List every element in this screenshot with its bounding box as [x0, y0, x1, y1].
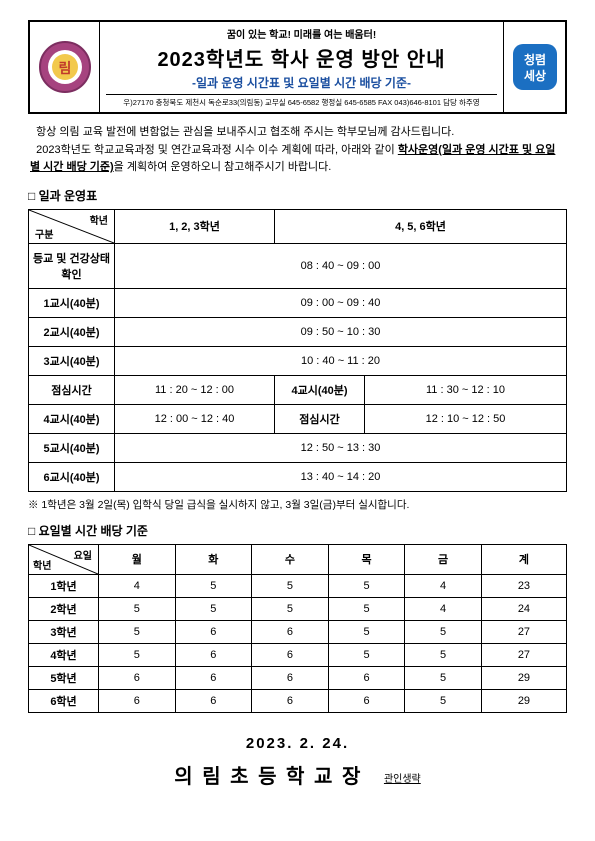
alloc-cell: 6: [328, 666, 405, 689]
alloc-cell: 6: [175, 620, 252, 643]
alloc-cell: 6: [252, 643, 329, 666]
allocation-table: 요일 학년 월 화 수 목 금 계 1학년45554232학년55554243학…: [28, 544, 567, 713]
row-label: 1교시(40분): [29, 288, 115, 317]
school-logo-left: 림: [30, 22, 100, 112]
alloc-cell: 6: [99, 689, 176, 712]
section2-title: □ 요일별 시간 배당 기준: [28, 522, 567, 539]
alloc-cell: 5: [328, 597, 405, 620]
alloc-cell: 5: [252, 574, 329, 597]
footer-sign: 의 림 초 등 학 교 장 관인생략: [28, 760, 567, 789]
alloc-head-diag: 요일 학년: [29, 544, 99, 574]
alloc-cell: 6: [252, 689, 329, 712]
stamp-omitted: 관인생략: [384, 774, 421, 785]
alloc-cell: 5: [405, 689, 482, 712]
row-label: 2교시(40분): [29, 317, 115, 346]
alloc-row-label: 6학년: [29, 689, 99, 712]
table-row: 1학년4555423: [29, 574, 567, 597]
schedule-col1: 1, 2, 3학년: [115, 209, 275, 243]
alloc-cell: 6: [175, 643, 252, 666]
alloc-cell: 27: [481, 643, 566, 666]
alloc-row-label: 5학년: [29, 666, 99, 689]
contact-line: 우)27170 충청북도 제천시 독순로33(의림동) 교무실 645-6582…: [106, 94, 497, 108]
alloc-cell: 5: [99, 597, 176, 620]
alloc-cell: 6: [252, 620, 329, 643]
cheonglyeom-icon: 청렴 세상: [511, 42, 559, 92]
alloc-cell: 29: [481, 689, 566, 712]
intro-line2a: 2023학년도 학교교육과정 및 연간교육과정 시수 이수 계획에 따라, 아래…: [36, 144, 398, 156]
logo-right: 청렴 세상: [503, 22, 565, 112]
alloc-cell: 6: [175, 689, 252, 712]
title-sub: -일과 운영 시간표 및 요일별 시간 배당 기준-: [106, 74, 497, 91]
intro-line2b: 을 계획하여 운영하오니 참고해주시기 바랍니다.: [114, 161, 332, 173]
svg-text:세상: 세상: [523, 68, 545, 83]
alloc-cell: 5: [175, 597, 252, 620]
alloc-cell: 4: [99, 574, 176, 597]
title-main: 2023학년도 학사 운영 방안 안내: [106, 43, 497, 72]
row-label: 등교 및 건강상태 확인: [29, 243, 115, 288]
alloc-cell: 23: [481, 574, 566, 597]
alloc-cell: 24: [481, 597, 566, 620]
schedule-head-diag: 학년 구분: [29, 209, 115, 243]
alloc-row-label: 1학년: [29, 574, 99, 597]
alloc-cell: 29: [481, 666, 566, 689]
schedule-col2: 4, 5, 6학년: [275, 209, 567, 243]
footer-date: 2023. 2. 24.: [28, 735, 567, 752]
alloc-cell: 5: [252, 597, 329, 620]
alloc-cell: 27: [481, 620, 566, 643]
alloc-cell: 5: [405, 620, 482, 643]
alloc-cell: 5: [405, 666, 482, 689]
table-row: 5학년6666529: [29, 666, 567, 689]
table-row: 4학년5665527: [29, 643, 567, 666]
row-label: 점심시간: [29, 375, 115, 404]
section1-title: □ 일과 운영표: [28, 187, 567, 204]
table-row: 2학년5555424: [29, 597, 567, 620]
table-row: 6학년6666529: [29, 689, 567, 712]
intro-paragraph: 항상 의림 교육 발전에 변함없는 관심을 보내주시고 협조해 주시는 학부모님…: [28, 124, 567, 177]
row-label: 5교시(40분): [29, 433, 115, 462]
alloc-cell: 6: [328, 689, 405, 712]
row-label: 4교시(40분): [29, 404, 115, 433]
alloc-row-label: 4학년: [29, 643, 99, 666]
alloc-cell: 6: [99, 666, 176, 689]
svg-text:림: 림: [58, 60, 71, 76]
alloc-row-label: 2학년: [29, 597, 99, 620]
alloc-cell: 6: [175, 666, 252, 689]
intro-line1: 항상 의림 교육 발전에 변함없는 관심을 보내주시고 협조해 주시는 학부모님…: [36, 126, 454, 138]
alloc-cell: 6: [252, 666, 329, 689]
alloc-cell: 4: [405, 597, 482, 620]
row-label: 3교시(40분): [29, 346, 115, 375]
alloc-cell: 5: [99, 643, 176, 666]
alloc-cell: 4: [405, 574, 482, 597]
header-center: 꿈이 있는 학교! 미래를 여는 배움터! 2023학년도 학사 운영 방안 안…: [100, 22, 503, 112]
slogan: 꿈이 있는 학교! 미래를 여는 배움터!: [106, 26, 497, 41]
row-label: 6교시(40분): [29, 462, 115, 491]
schedule-note: ※ 1학년은 3월 2일(목) 입학식 당일 급식을 실시하지 않고, 3월 3…: [28, 497, 567, 512]
alloc-cell: 5: [328, 620, 405, 643]
alloc-cell: 5: [175, 574, 252, 597]
alloc-cell: 5: [405, 643, 482, 666]
alloc-cell: 5: [99, 620, 176, 643]
table-row: 3학년5665527: [29, 620, 567, 643]
svg-text:청렴: 청렴: [523, 52, 545, 67]
school-emblem-icon: 림: [38, 40, 92, 94]
header-box: 림 꿈이 있는 학교! 미래를 여는 배움터! 2023학년도 학사 운영 방안…: [28, 20, 567, 114]
alloc-cell: 5: [328, 643, 405, 666]
alloc-row-label: 3학년: [29, 620, 99, 643]
alloc-cell: 5: [328, 574, 405, 597]
schedule-table: 학년 구분 1, 2, 3학년 4, 5, 6학년 등교 및 건강상태 확인08…: [28, 209, 567, 492]
